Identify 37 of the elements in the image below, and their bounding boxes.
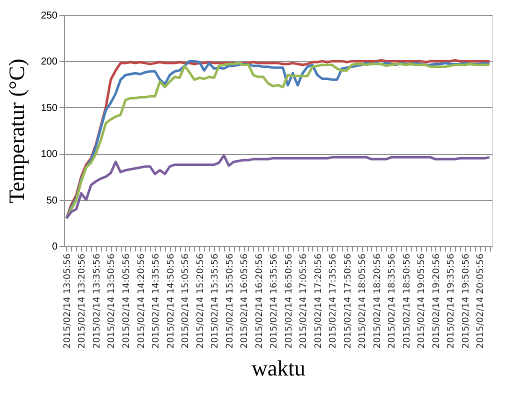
x-tick-label: 2015/02/14 16:05:56 (240, 253, 250, 349)
x-tick-label: 2015/02/14 15:20:56 (196, 253, 206, 349)
x-tick-label: 2015/02/14 19:35:56 (446, 253, 457, 349)
x-tick-label: 2015/02/14 15:05:56 (181, 253, 192, 349)
y-tick-label: 100 (40, 149, 58, 160)
x-tick-label: 2015/02/14 14:50:56 (166, 253, 176, 349)
x-tick-label: 2015/02/14 14:35:56 (152, 253, 162, 349)
y-tick-label: 250 (40, 10, 58, 22)
x-tick-label: 2015/02/14 19:20:56 (432, 253, 442, 349)
x-tick-label: 2015/02/14 16:35:56 (270, 253, 280, 349)
x-tick-label: 2015/02/14 15:50:56 (225, 253, 236, 349)
x-tick-label: 2015/02/14 18:50:56 (402, 253, 412, 349)
x-tick-label: 2015/02/14 17:05:56 (299, 253, 310, 349)
y-tick-label: 200 (40, 56, 58, 68)
x-tick-label: 2015/02/14 13:05:56 (62, 253, 73, 349)
x-tick-label: 2015/02/14 19:50:56 (461, 253, 472, 349)
x-tick-label: 2015/02/14 18:20:56 (372, 253, 383, 349)
x-tick-label: 2015/02/14 15:35:56 (210, 253, 221, 349)
x-tick-label: 2015/02/14 14:05:56 (122, 253, 132, 349)
x-tick-label: 2015/02/14 14:20:56 (136, 253, 147, 349)
x-tick-label: 2015/02/14 20:05:56 (476, 253, 486, 349)
x-tick-label: 2015/02/14 16:20:56 (254, 253, 265, 349)
x-tick-label: 2015/02/14 16:50:56 (284, 253, 294, 349)
y-axis-title: Temperatur (°C) (4, 58, 29, 204)
x-tick-label: 2015/02/14 17:35:56 (328, 253, 339, 349)
x-tick-label: 2015/02/14 13:35:56 (92, 253, 102, 349)
x-axis-title: waktu (252, 356, 306, 381)
x-tick-label: 2015/02/14 13:50:56 (107, 253, 118, 349)
y-tick-label: 150 (40, 102, 58, 114)
x-tick-label: 2015/02/14 18:35:56 (388, 253, 398, 349)
x-tick-label: 2015/02/14 13:20:56 (78, 253, 88, 349)
y-tick-label: 0 (52, 242, 58, 252)
x-tick-label: 2015/02/14 17:50:56 (343, 253, 354, 349)
x-tick-label: 2015/02/14 18:05:56 (358, 253, 368, 349)
y-tick-label: 50 (46, 195, 58, 206)
x-tick-label: 2015/02/14 19:05:56 (417, 253, 428, 349)
x-tick-label: 2015/02/14 17:20:56 (314, 253, 324, 349)
